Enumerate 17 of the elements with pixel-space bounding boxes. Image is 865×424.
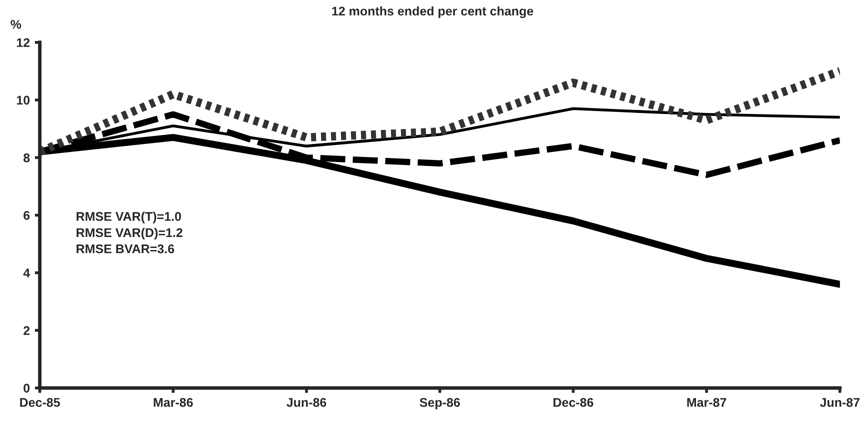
y-axis-title: % <box>10 20 22 29</box>
y-tick-label: 10 <box>16 96 30 105</box>
x-tick-label: Dec-85 <box>20 398 60 407</box>
y-tick-label: 8 <box>24 153 30 162</box>
x-tick-label: Jun-87 <box>820 398 860 407</box>
x-tick-label: Mar-86 <box>154 398 193 407</box>
y-tick-label: 2 <box>24 326 30 335</box>
x-tick-label: Dec-86 <box>554 398 594 407</box>
y-tick-label: 6 <box>24 210 30 220</box>
x-tick-label: Jun-86 <box>286 398 326 407</box>
annotation: RMSE VAR(T)=1.0 RMSE VAR(D)=1.2 RMSE BVAR=3.6 <box>76 212 182 254</box>
x-tick-label: Sep-86 <box>420 398 460 410</box>
y-tick-label: 12 <box>16 38 30 47</box>
y-tick-label: 0 <box>24 384 30 393</box>
y-tick-label: 4 <box>23 268 30 278</box>
chart-title: 12 months ended per cent change <box>332 6 534 18</box>
x-tick-label: Mar-87 <box>687 398 726 407</box>
